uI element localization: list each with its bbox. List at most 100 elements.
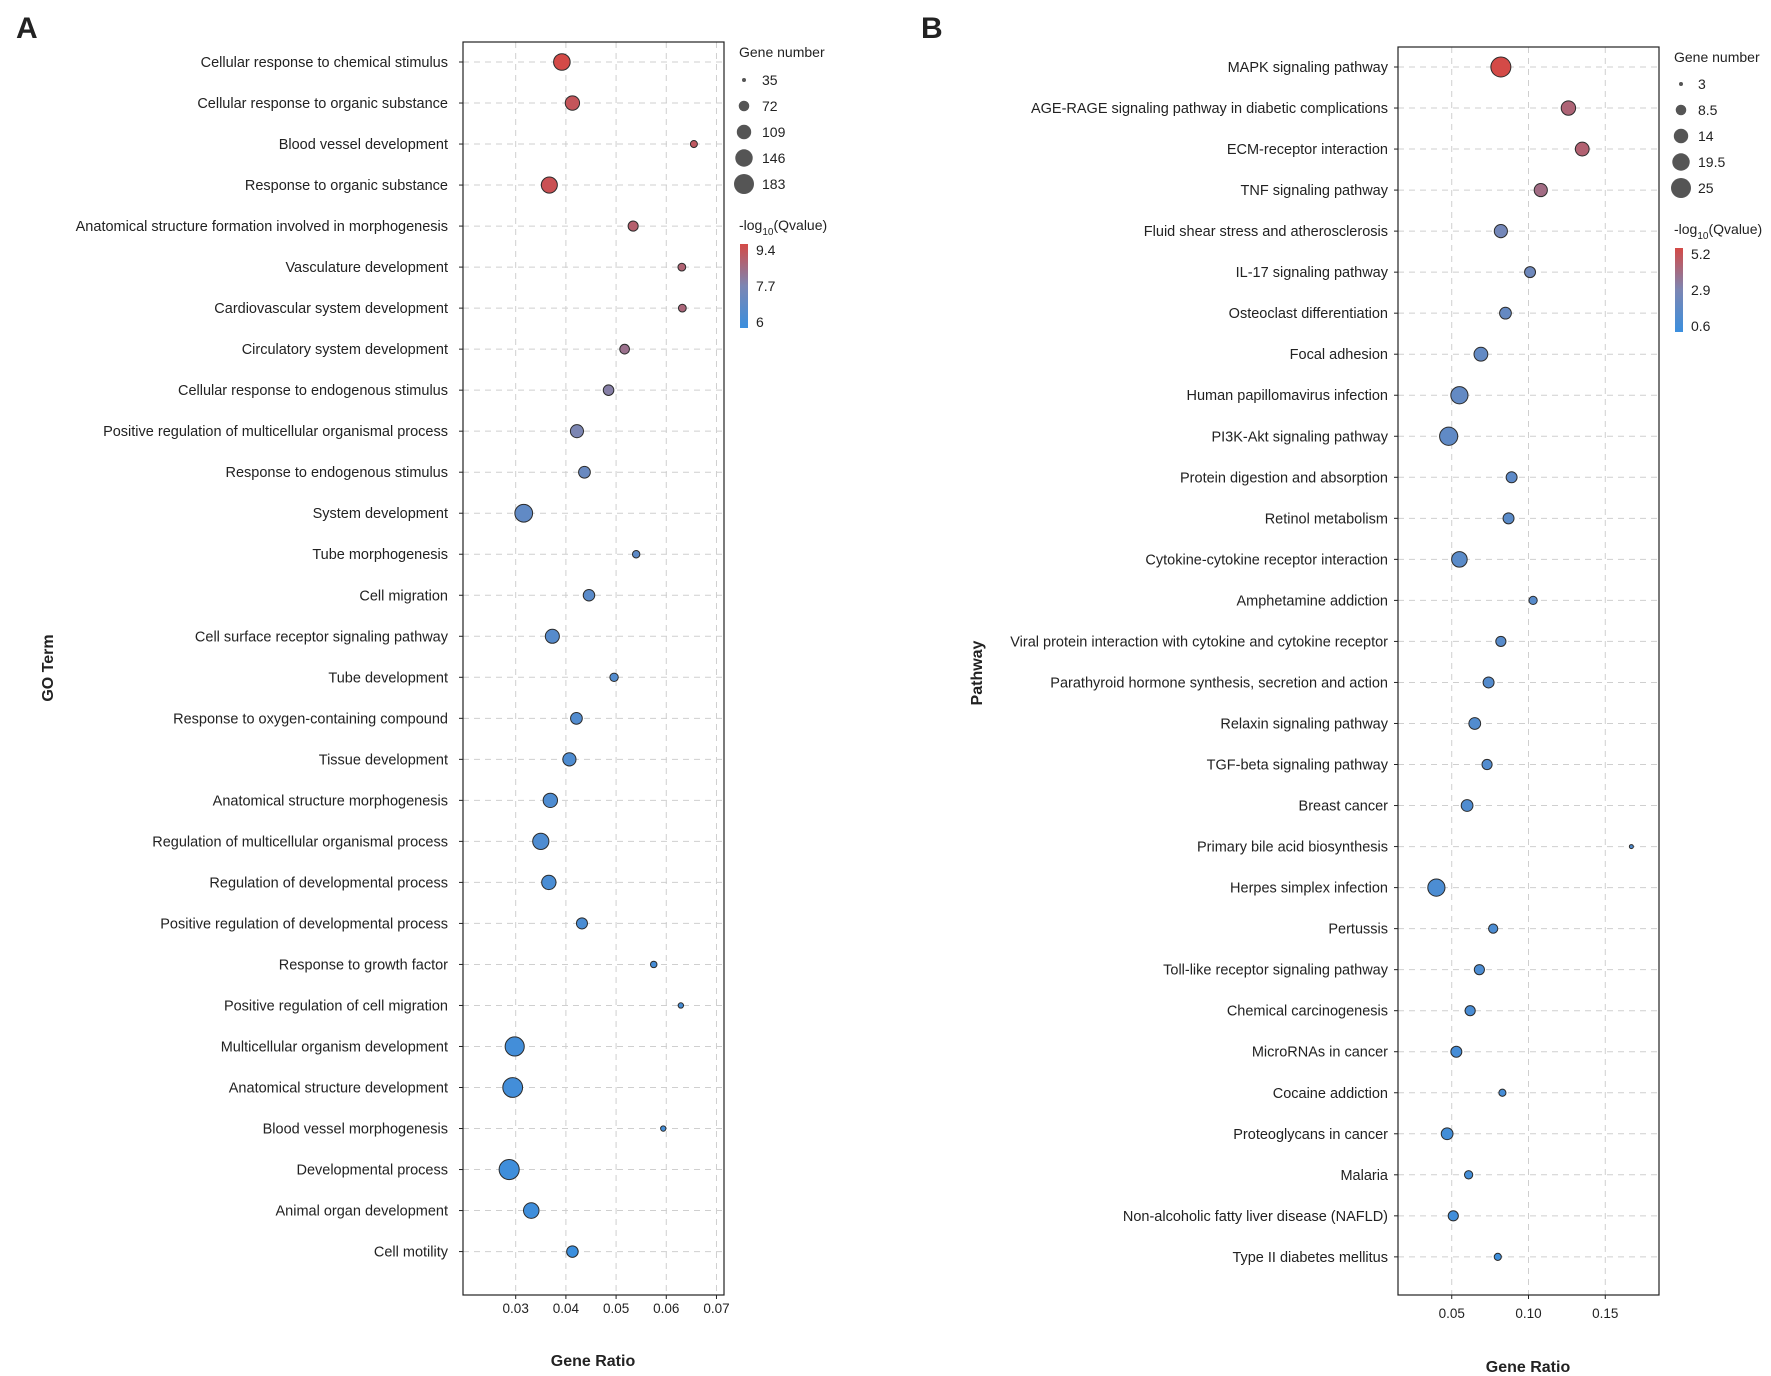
panel-b-category-label: Type II diabetes mellitus (1232, 1250, 1388, 1266)
panel-a-category-label: Positive regulation of multicellular org… (103, 424, 448, 440)
panel-a-plot-frame (462, 41, 725, 1296)
panel-a-data-point (575, 917, 588, 930)
panel-a-category-label: Tube morphogenesis (312, 547, 448, 563)
panel-a-category-label: Cardiovascular system development (214, 301, 448, 317)
panel-b-size-legend-marker (1673, 128, 1689, 144)
panel-b-data-point (1440, 1127, 1454, 1141)
panel-a-data-point (689, 140, 698, 149)
panel-a-x-tick-label: 0.07 (703, 1301, 729, 1316)
panel-b-category-label: Viral protein interaction with cytokine … (1010, 634, 1388, 650)
panel-b-category-label: ECM-receptor interaction (1227, 142, 1388, 158)
panel-a-category-label: Anatomical structure development (229, 1081, 448, 1097)
panel-a-category-label: Blood vessel development (279, 137, 448, 153)
panel-a-data-point (609, 672, 619, 682)
panel-a-category-label: Cellular response to chemical stimulus (201, 55, 448, 71)
panel-a-data-point (562, 752, 577, 767)
panel-a-category-label: Anatomical structure morphogenesis (213, 793, 448, 809)
panel-a-data-point (570, 711, 583, 725)
panel-b-category-label: Relaxin signaling pathway (1220, 716, 1388, 732)
panel-a-size-legend: Gene number 35 72 109 146 183 (734, 44, 825, 194)
panel-b-color-legend-title: -log10(Qvalue) (1674, 221, 1762, 242)
panel-b-data-point (1524, 266, 1537, 279)
panel-b-data-point (1450, 1045, 1463, 1058)
panel-a-data-point (502, 1077, 524, 1098)
panel-a-color-legend-title: -log10(Qvalue) (739, 217, 827, 238)
panel-b-category-label: Breast cancer (1299, 799, 1389, 815)
panel-b-data-point (1463, 1170, 1474, 1180)
panel-b-data-point (1468, 717, 1482, 730)
panel-a-category-label: Animal organ development (276, 1204, 449, 1220)
panel-b-category-label: Primary bile acid biosynthesis (1197, 840, 1388, 856)
panel-a-data-point (504, 1036, 525, 1057)
panel-a-category-label: Anatomical structure formation involved … (76, 219, 448, 235)
panel-a-x-tick-label: 0.03 (503, 1301, 529, 1316)
panel-b-color-legend: -log10(Qvalue) 5.2 2.9 0.6 (1674, 221, 1762, 334)
panel-a-size-legend-label: 146 (762, 150, 786, 166)
panel-a-size-legend-marker (735, 149, 753, 167)
panel-a-category-label: Blood vessel morphogenesis (263, 1122, 448, 1138)
panel-a-category-label: Response to growth factor (279, 957, 448, 973)
panel-b-size-legend-title: Gene number (1674, 49, 1760, 65)
panel-b-category-label: Non-alcoholic fatty liver disease (NAFLD… (1123, 1209, 1388, 1225)
panel-b-category-label: PI3K-Akt signaling pathway (1211, 429, 1388, 445)
panel-b-size-legend: Gene number 3 8.5 14 19.5 25 (1671, 49, 1760, 198)
panel-a-data-point (677, 1002, 685, 1009)
panel-b-category-label: MicroRNAs in cancer (1252, 1045, 1388, 1061)
panel-a-data-point (522, 1202, 540, 1219)
panel-a-category-label: System development (313, 506, 448, 522)
panel-b: B MAPK signaling pathway AGE-RAGE signali… (921, 12, 1762, 1376)
panel-b-data-point (1505, 471, 1518, 484)
panel-b-data-point (1498, 1088, 1507, 1097)
panel-a-x-tick-label: 0.04 (553, 1301, 580, 1316)
panel-a-category-label: Vasculature development (285, 260, 448, 276)
panel-b-data-point (1451, 551, 1468, 568)
panel-b-data-point (1499, 306, 1512, 320)
panel-b-plot (1397, 46, 1660, 1296)
panel-b-color-legend-title-main: -log (1674, 221, 1697, 237)
panel-b-data-point (1533, 183, 1548, 198)
panel-b-category-label: Cytokine-cytokine receptor interaction (1145, 552, 1388, 568)
panel-a-data-point (566, 1245, 579, 1258)
panel-a-category-label: Cell surface receptor signaling pathway (195, 629, 449, 645)
panel-a-data-point (542, 792, 559, 809)
panel-b-data-point (1493, 224, 1508, 239)
panel-b-category-label: Herpes simplex infection (1230, 881, 1388, 897)
panel-a-data-point (619, 343, 630, 355)
panel-a-data-point (631, 550, 641, 559)
panel-a-size-legend-label: 183 (762, 176, 786, 192)
panel-a-category-label: Developmental process (296, 1163, 448, 1179)
panel-b-color-legend-label: 2.9 (1691, 282, 1711, 298)
panel-a-data-point (660, 1125, 667, 1132)
panel-b-category-label: Cocaine addiction (1273, 1086, 1388, 1102)
panel-a-y-axis-title: GO Term (40, 634, 57, 701)
panel-a-x-tick-label: 0.05 (603, 1301, 629, 1316)
panel-a-color-legend-label: 7.7 (756, 278, 776, 294)
panel-b-data-point (1460, 799, 1474, 812)
panel-a-data-point (649, 960, 658, 969)
panel-b-size-legend-label: 19.5 (1698, 154, 1725, 170)
panel-b-x-tick-label: 0.15 (1592, 1306, 1618, 1321)
panel-a-color-legend-title-tail: (Qvalue) (773, 217, 827, 233)
panel-a-size-legend-marker (738, 100, 750, 112)
panel-a-category-label: Cell migration (359, 588, 448, 604)
panel-b-color-legend-label: 5.2 (1691, 246, 1711, 262)
panel-a-data-point (677, 303, 687, 313)
panel-b-category-label: Retinol metabolism (1265, 511, 1388, 527)
panel-b-category-label: TNF signaling pathway (1241, 183, 1389, 199)
panel-b-data-point (1502, 512, 1515, 525)
panel-a-category-label: Circulatory system development (242, 342, 448, 358)
panel-b-data-point (1493, 1252, 1502, 1261)
panel-a-data-point (627, 220, 639, 232)
panel-b-category-label: AGE-RAGE signaling pathway in diabetic c… (1031, 101, 1388, 117)
panel-b-category-label: TGF-beta signaling pathway (1207, 758, 1389, 774)
panel-b-category-label: Malaria (1340, 1168, 1388, 1184)
panel-b-data-point (1560, 100, 1577, 116)
panel-a-size-legend-label: 35 (762, 72, 778, 88)
panel-b-colorbar (1675, 248, 1683, 332)
panel-b-category-label: Pertussis (1328, 922, 1388, 938)
panel-a-category-label: Multicellular organism development (221, 1039, 448, 1055)
panel-b-size-legend-marker (1671, 178, 1691, 198)
panel-b-size-legend-marker (1679, 82, 1683, 86)
panel-a-data-point (540, 176, 558, 194)
panel-a-category-label: Response to organic substance (245, 178, 448, 194)
